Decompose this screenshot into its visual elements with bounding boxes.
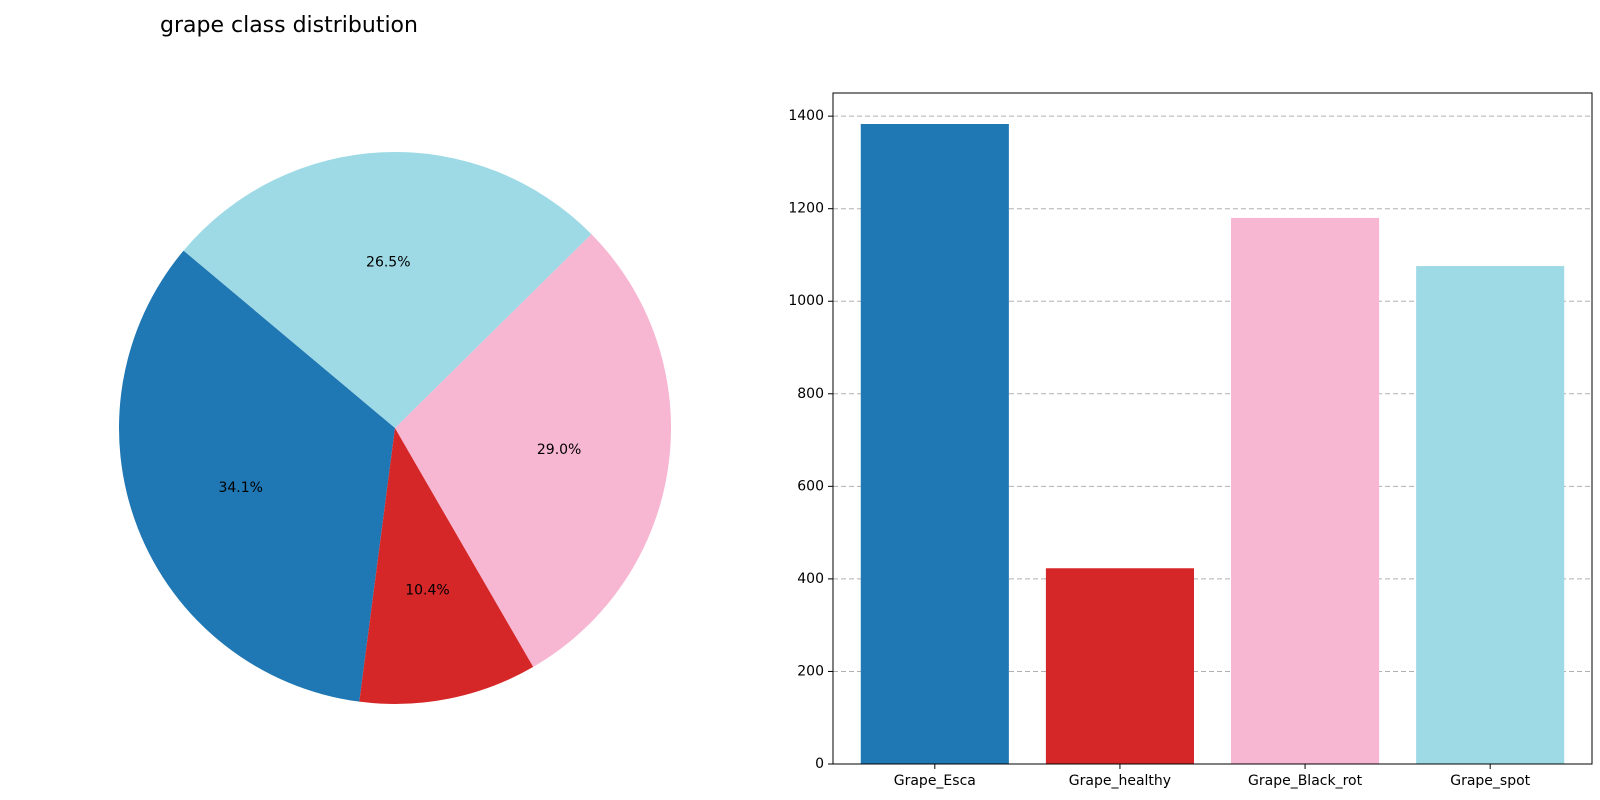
pie-slice-grape-spot <box>183 152 592 428</box>
bar-chart: Grape_Esca Grape_healthy Grape_Black_rot Gr… <box>788 92 1593 789</box>
y-tick-label: 1000 <box>788 293 824 309</box>
pie-slice-grape-healthy <box>359 428 534 704</box>
chart-title: grape class distribution <box>160 13 418 38</box>
bar-grape-black-rot <box>1231 217 1380 764</box>
x-tick-label-grape-black-rot: Grape_Black_rot <box>1248 773 1363 789</box>
y-tick-label: 200 <box>797 663 824 679</box>
y-tick-label: 800 <box>797 386 824 402</box>
y-tick-label: 0 <box>815 756 824 772</box>
x-tick-label-grape-healthy: Grape_healthy <box>1069 773 1171 789</box>
y-tick-label: 1400 <box>788 108 824 124</box>
bar-grape-spot <box>1416 266 1565 764</box>
pie-slice-grape-black-rot <box>395 234 671 667</box>
bar-grape-esca <box>860 124 1009 764</box>
y-tick-label: 600 <box>797 478 824 494</box>
pie-pct-label-grape-esca: 34.1% <box>218 480 262 496</box>
axes-frame <box>832 92 1593 765</box>
pie-pct-label-grape-spot: 26.5% <box>366 255 410 271</box>
x-tick-label-grape-esca: Grape_Esca <box>894 773 976 789</box>
y-tick-label: 400 <box>797 571 824 587</box>
pie-chart: 34.1% 10.4% 29.0% 26.5% <box>119 152 671 704</box>
y-tick-label: 1200 <box>788 201 824 217</box>
x-tick-label-grape-spot: Grape_spot <box>1450 773 1530 789</box>
pie-pct-label-grape-black-rot: 29.0% <box>537 442 581 458</box>
bar-grape-healthy <box>1045 568 1194 764</box>
pie-pct-label-grape-healthy: 10.4% <box>405 582 449 598</box>
pie-slice-grape-esca <box>119 250 395 702</box>
